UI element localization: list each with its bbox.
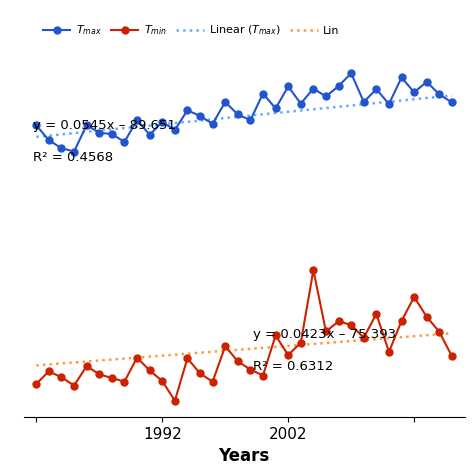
$T_{min}$ <box>247 367 253 373</box>
$T_{max}$ <box>399 74 404 80</box>
$T_{min}$ <box>122 379 128 384</box>
$T_{max}$ <box>298 101 304 107</box>
$T_{max}$ <box>336 83 341 89</box>
$T_{max}$ <box>348 71 354 76</box>
$T_{min}$ <box>222 343 228 349</box>
$T_{max}$ <box>449 100 455 105</box>
$T_{max}$ <box>273 106 278 111</box>
$T_{min}$ <box>34 381 39 387</box>
$T_{max}$ <box>235 112 241 118</box>
$T_{min}$ <box>210 379 216 384</box>
$T_{max}$ <box>210 121 216 127</box>
$T_{max}$ <box>310 86 316 91</box>
$T_{max}$ <box>222 99 228 105</box>
$T_{max}$ <box>424 79 429 85</box>
$T_{min}$ <box>147 368 153 374</box>
$T_{max}$ <box>172 127 178 133</box>
$T_{min}$ <box>184 356 190 361</box>
$T_{min}$ <box>424 314 429 319</box>
$T_{min}$ <box>59 374 64 380</box>
$T_{max}$ <box>147 132 153 137</box>
Text: y = 0.0545x – 89.651: y = 0.0545x – 89.651 <box>33 119 175 132</box>
$T_{min}$ <box>411 294 417 300</box>
$T_{max}$ <box>96 130 102 136</box>
$T_{max}$ <box>34 122 39 128</box>
$T_{max}$ <box>159 119 165 125</box>
$T_{max}$ <box>386 101 392 107</box>
$T_{max}$ <box>361 99 366 105</box>
Text: R² = 0.4568: R² = 0.4568 <box>33 151 113 164</box>
$T_{max}$ <box>134 117 140 123</box>
$T_{max}$ <box>184 108 190 113</box>
$T_{min}$ <box>374 311 379 317</box>
$T_{max}$ <box>197 113 203 119</box>
$T_{min}$ <box>449 354 455 359</box>
Line: $T_{min}$: $T_{min}$ <box>33 267 456 404</box>
$T_{min}$ <box>159 378 165 384</box>
$T_{max}$ <box>437 91 442 97</box>
$T_{min}$ <box>310 267 316 273</box>
$T_{min}$ <box>96 372 102 377</box>
$T_{max}$ <box>323 94 329 100</box>
$T_{min}$ <box>197 371 203 376</box>
$T_{max}$ <box>84 122 90 128</box>
$T_{min}$ <box>134 355 140 360</box>
$T_{min}$ <box>285 352 291 358</box>
$T_{min}$ <box>273 333 278 338</box>
$T_{min}$ <box>386 349 392 355</box>
$T_{min}$ <box>260 373 266 378</box>
$T_{min}$ <box>109 375 115 381</box>
$T_{max}$ <box>285 83 291 89</box>
$T_{max}$ <box>109 131 115 137</box>
$T_{min}$ <box>46 368 52 374</box>
$T_{max}$ <box>247 117 253 123</box>
$T_{min}$ <box>323 328 329 334</box>
$T_{max}$ <box>122 139 128 145</box>
$T_{max}$ <box>374 86 379 92</box>
X-axis label: Years: Years <box>219 447 270 465</box>
$T_{min}$ <box>71 383 77 388</box>
$T_{max}$ <box>59 146 64 151</box>
$T_{min}$ <box>235 358 241 364</box>
$T_{max}$ <box>260 91 266 96</box>
Line: $T_{max}$: $T_{max}$ <box>33 70 456 155</box>
Legend: $T_{max}$, $T_{min}$, Linear ($T_{max}$), Lin: $T_{max}$, $T_{min}$, Linear ($T_{max}$)… <box>38 19 344 42</box>
$T_{min}$ <box>361 335 366 341</box>
$T_{min}$ <box>172 398 178 403</box>
Text: y = 0.0423x – 75.393: y = 0.0423x – 75.393 <box>253 328 396 341</box>
$T_{min}$ <box>399 318 404 324</box>
$T_{min}$ <box>348 322 354 328</box>
$T_{min}$ <box>298 340 304 346</box>
$T_{max}$ <box>71 149 77 155</box>
$T_{max}$ <box>46 137 52 143</box>
Text: R² = 0.6312: R² = 0.6312 <box>253 360 333 374</box>
$T_{min}$ <box>437 329 442 335</box>
$T_{min}$ <box>84 363 90 369</box>
$T_{min}$ <box>336 319 341 324</box>
$T_{max}$ <box>411 90 417 95</box>
